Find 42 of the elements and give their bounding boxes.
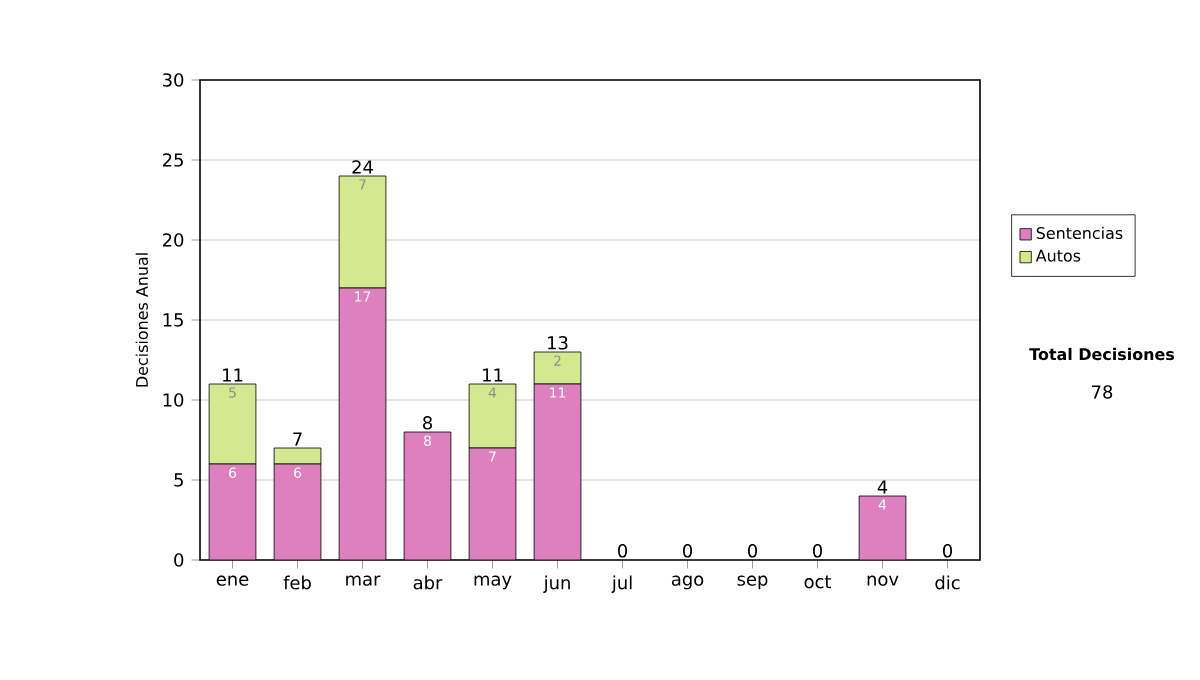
x-tick-label: oct <box>804 575 832 589</box>
total-label: 4 <box>877 480 888 494</box>
bar <box>208 463 257 560</box>
bar <box>338 287 387 560</box>
x-tick-label: ene <box>216 575 249 586</box>
x-tick-label: ago <box>671 575 704 590</box>
x-tick-label: abr <box>413 575 443 590</box>
total-label: 24 <box>352 160 373 174</box>
y-tick-label: 0 <box>174 553 184 567</box>
total-label: 8 <box>423 416 432 430</box>
x-tick-label: mar <box>346 575 381 586</box>
y-tick-label: 15 <box>163 313 183 327</box>
bar <box>403 431 452 560</box>
x-tick-label: sep <box>737 575 768 590</box>
y-tick-label: 30 <box>163 73 184 87</box>
x-tick-label: jun <box>543 575 570 593</box>
bar <box>858 495 907 560</box>
total-label: 0 <box>748 544 758 558</box>
x-tick-label: may <box>474 575 512 590</box>
total-label: 7 <box>293 432 302 446</box>
bar <box>533 383 582 560</box>
y-tick-label: 20 <box>162 233 184 247</box>
x-tick-label: nov <box>867 575 899 586</box>
total-label: 0 <box>813 544 823 558</box>
total-label: 0 <box>943 544 953 558</box>
bar <box>468 383 517 449</box>
total-label: 0 <box>618 544 628 558</box>
y-tick-label: 25 <box>162 153 183 167</box>
bar <box>468 447 517 560</box>
total-label: 11 <box>223 368 243 382</box>
bar <box>533 351 582 385</box>
x-tick-label: jul <box>611 575 632 593</box>
y-tick-label: 10 <box>163 393 184 407</box>
bar <box>273 463 322 560</box>
text: 78 <box>1092 385 1113 399</box>
x-tick-label: dic <box>935 575 960 590</box>
total-label: 13 <box>548 336 568 350</box>
y-tick-label: 5 <box>174 473 183 487</box>
x-tick-label: feb <box>283 575 311 590</box>
total-label: 11 <box>483 368 503 382</box>
bar <box>273 447 322 465</box>
total-label: 0 <box>683 544 693 558</box>
